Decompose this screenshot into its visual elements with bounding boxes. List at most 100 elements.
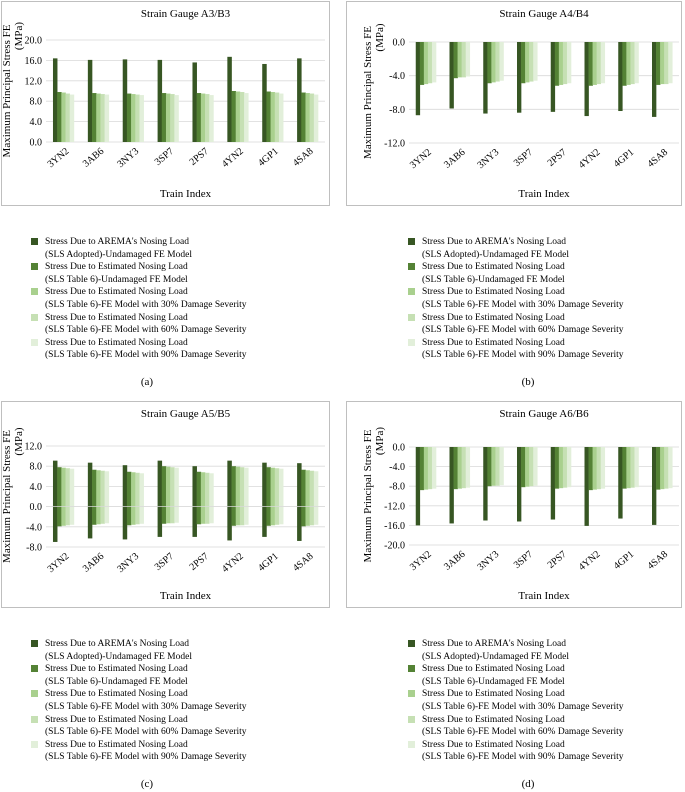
bar — [96, 506, 101, 525]
bar — [600, 447, 606, 489]
bar — [196, 506, 202, 525]
bar — [231, 91, 237, 142]
x-axis-label: Train Index — [518, 590, 570, 602]
legend-label-continued: (SLS Table 6)-FE Model with 60% Damage S… — [422, 325, 624, 336]
bar — [52, 58, 58, 142]
bar — [174, 506, 179, 523]
bar — [192, 62, 197, 142]
legend-swatch — [408, 288, 415, 296]
x-tick-label: 3NY3 — [476, 147, 502, 171]
bar — [157, 460, 163, 507]
y-tick-label: -12.0 — [384, 501, 405, 512]
legend-label-continued: (SLS Table 6)-FE Model with 60% Damage S… — [422, 727, 624, 738]
bar — [69, 506, 75, 525]
y-tick-label: -8.0 — [389, 105, 405, 116]
bar — [278, 93, 284, 142]
bar — [209, 95, 214, 142]
legend-item: Stress Due to AREMA's Nosing Load — [408, 236, 624, 249]
bar — [96, 93, 101, 142]
bar — [626, 447, 631, 489]
legend-label-continued: (SLS Table 6)-FE Model with 90% Damage S… — [45, 752, 247, 763]
bar — [297, 463, 302, 507]
bar — [309, 93, 315, 142]
y-tick-label: 0.0 — [393, 443, 406, 454]
bar — [104, 471, 110, 507]
bar — [209, 506, 214, 524]
bar — [205, 94, 210, 142]
bar — [618, 42, 623, 112]
bar — [135, 94, 140, 142]
bar — [596, 42, 601, 85]
bar — [170, 467, 175, 507]
legend-item: Stress Due to Estimated Nosing Load — [31, 739, 247, 752]
bar — [131, 472, 136, 507]
x-tick-label: 4GP1 — [612, 147, 637, 170]
bar — [65, 506, 71, 526]
legend-label: Stress Due to Estimated Nosing Load — [422, 312, 565, 323]
bar — [69, 94, 75, 142]
bar — [457, 447, 462, 489]
y-tick-label: 8.0 — [30, 97, 43, 108]
legend-label: Stress Due to AREMA's Nosing Load — [422, 237, 566, 247]
y-axis-label: Maximum Principal Stress FE — [362, 26, 374, 159]
bar — [423, 447, 429, 490]
bar — [457, 42, 462, 78]
bar — [69, 468, 75, 507]
legend-label-continued: (SLS Table 6)-Undamaged FE Model — [422, 676, 565, 687]
chart-svg: Strain Gauge A5/B5 -8.0 -4.0 0.0 4.0 8.0 12.0 3… — [2, 408, 325, 602]
y-axis-unit: (MPa) — [374, 23, 386, 51]
bar — [664, 42, 669, 85]
chart-panel-b: Strain Gauge A4/B4 -12.0 -8.0 -4.0 0.0 3YN2 3A… — [346, 1, 682, 206]
legend-label-continued: (SLS Adopted)-Undamaged FE Model — [422, 651, 569, 662]
bar — [274, 92, 280, 142]
bar — [122, 506, 128, 540]
legend-label: Stress Due to Estimated Nosing Load — [45, 714, 188, 725]
bar — [157, 506, 163, 537]
x-tick-label: 4GP1 — [256, 146, 281, 169]
chart-panel-a: Strain Gauge A3/B3 0.0 4.0 8.0 12.0 16.0 20.0 3… — [1, 1, 330, 206]
bar — [209, 473, 214, 507]
legend-swatch — [31, 640, 38, 647]
bar — [161, 93, 167, 142]
legend-label: Stress Due to Estimated Nosing Load — [422, 714, 565, 725]
chart-title: Strain Gauge A5/B5 — [141, 408, 231, 420]
bar — [491, 42, 496, 83]
bar — [483, 447, 488, 521]
bar — [205, 472, 210, 507]
legend-label: Stress Due to Estimated Nosing Load — [45, 287, 188, 298]
bar — [262, 506, 267, 537]
bar — [499, 42, 504, 81]
y-tick-label: -16.0 — [384, 521, 405, 532]
legend-item: Stress Due to Estimated Nosing Load — [408, 337, 624, 350]
bar — [96, 470, 101, 507]
bar — [131, 506, 136, 525]
bar — [453, 42, 458, 79]
legend-item: Stress Due to Estimated Nosing Load — [408, 714, 624, 727]
legend-label: Stress Due to Estimated Nosing Load — [45, 312, 188, 323]
y-tick-label: -4.0 — [389, 71, 405, 82]
bar — [558, 447, 564, 489]
bar — [262, 63, 267, 142]
bar — [139, 506, 144, 524]
bar — [65, 93, 71, 142]
bar — [592, 447, 597, 490]
bar — [270, 506, 276, 526]
bar — [487, 42, 492, 84]
bar — [200, 506, 206, 524]
legend-label: Stress Due to Estimated Nosing Load — [45, 664, 188, 675]
x-tick-label: 3NY3 — [476, 549, 502, 573]
bar — [453, 447, 458, 490]
legend-swatch — [31, 690, 38, 698]
bar — [301, 506, 306, 527]
x-tick-label: 3AB6 — [442, 147, 467, 171]
caption-a: (a) — [140, 376, 154, 388]
bar — [61, 506, 66, 526]
bar — [135, 472, 140, 507]
bar — [495, 447, 500, 486]
caption-d: (d) — [521, 778, 535, 790]
legend-swatch — [408, 665, 415, 673]
bar — [139, 95, 144, 142]
chart-svg: Strain Gauge A3/B3 0.0 4.0 8.0 12.0 16.0 20.0 3… — [2, 8, 325, 200]
bar — [274, 468, 280, 507]
bar — [652, 447, 657, 525]
